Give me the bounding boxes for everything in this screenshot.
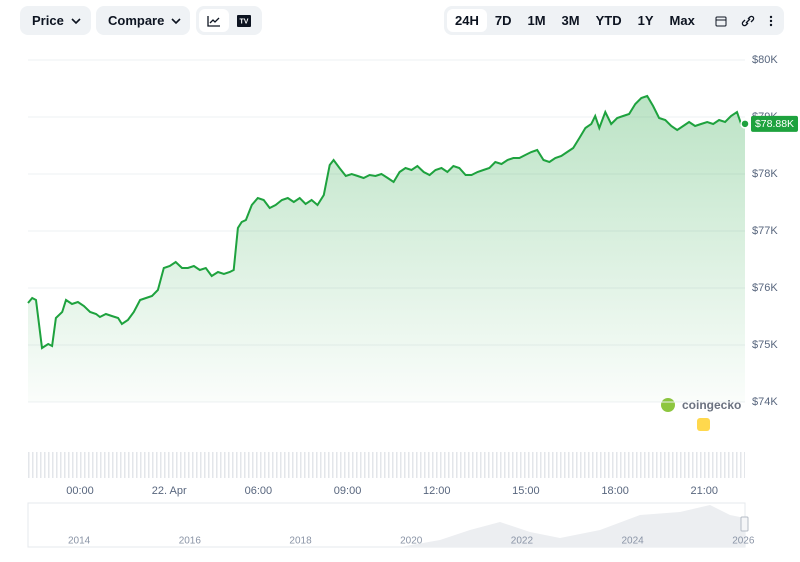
watermark: coingecko [661, 398, 741, 431]
area [28, 96, 745, 402]
x-tick-label: 12:00 [423, 485, 451, 497]
chevron [71, 17, 81, 24]
price-badge [751, 115, 798, 132]
range-button[interactable]: Max [669, 13, 695, 28]
range-button[interactable]: YTD [595, 13, 622, 28]
range-button[interactable]: 1M [527, 13, 546, 28]
range-button[interactable]: 7D [494, 13, 512, 28]
x-tick-label: 18:00 [601, 485, 629, 497]
navigator-label: 2024 [622, 536, 645, 547]
chevron [171, 17, 181, 24]
y-tick-label: $76K [752, 282, 778, 294]
line-chart-icon[interactable] [199, 9, 229, 32]
more-icon[interactable] [769, 15, 773, 27]
x-tick-label: 21:00 [691, 485, 719, 497]
svg-text:TV: TV [240, 18, 249, 25]
price-badge-text: $78.88K [755, 118, 794, 130]
range-button[interactable]: 3M [561, 13, 580, 28]
range-selector: 24H 7D 1M 3M YTD 1Y Max [444, 6, 784, 35]
navigator [27, 502, 746, 548]
navigator-label: 2026 [732, 536, 755, 547]
navigator-area [28, 505, 745, 547]
navigator-label: 2016 [179, 536, 202, 547]
compare-button[interactable]: Compare [96, 6, 190, 35]
y-tick-label: $78K [752, 168, 778, 180]
y-tick-label: $74K [752, 396, 778, 408]
icon: TV [237, 14, 251, 27]
toolbar-icons[interactable] [715, 15, 781, 27]
price-line [27, 94, 746, 350]
icon [207, 15, 220, 27]
x-tick-label: 06:00 [245, 485, 273, 497]
price-label: Price [32, 13, 64, 28]
navigator-label: 2020 [400, 536, 423, 547]
y-tick-label: $75K [752, 339, 778, 351]
navigator-label: 2018 [289, 536, 312, 547]
y-tick-label: $77K [752, 225, 778, 237]
tradingview-icon[interactable]: TV [229, 9, 259, 32]
calendar-icon[interactable] [715, 15, 727, 27]
y-tick-label: $79K [752, 111, 778, 123]
link-icon[interactable] [741, 15, 755, 27]
chart-type-toggle: TV [196, 6, 262, 35]
x-tick-label: 22. Apr [152, 485, 187, 497]
watermark-text: coingecko [682, 398, 741, 412]
x-tick-label: 00:00 [66, 485, 94, 497]
navigator-handle[interactable] [740, 516, 749, 532]
current-dot [740, 119, 750, 129]
y-tick-label: $80K [752, 54, 778, 66]
volume-strip [28, 452, 745, 478]
navigator-label: 2014 [68, 536, 91, 547]
compare-label: Compare [108, 13, 165, 28]
x-tick-label: 09:00 [334, 485, 362, 497]
x-tick-label: 15:00 [512, 485, 540, 497]
price-button[interactable]: Price [20, 6, 91, 35]
range-button[interactable]: 1Y [637, 13, 654, 28]
navigator-label: 2022 [511, 536, 534, 547]
range-button[interactable]: 24H [447, 9, 487, 32]
